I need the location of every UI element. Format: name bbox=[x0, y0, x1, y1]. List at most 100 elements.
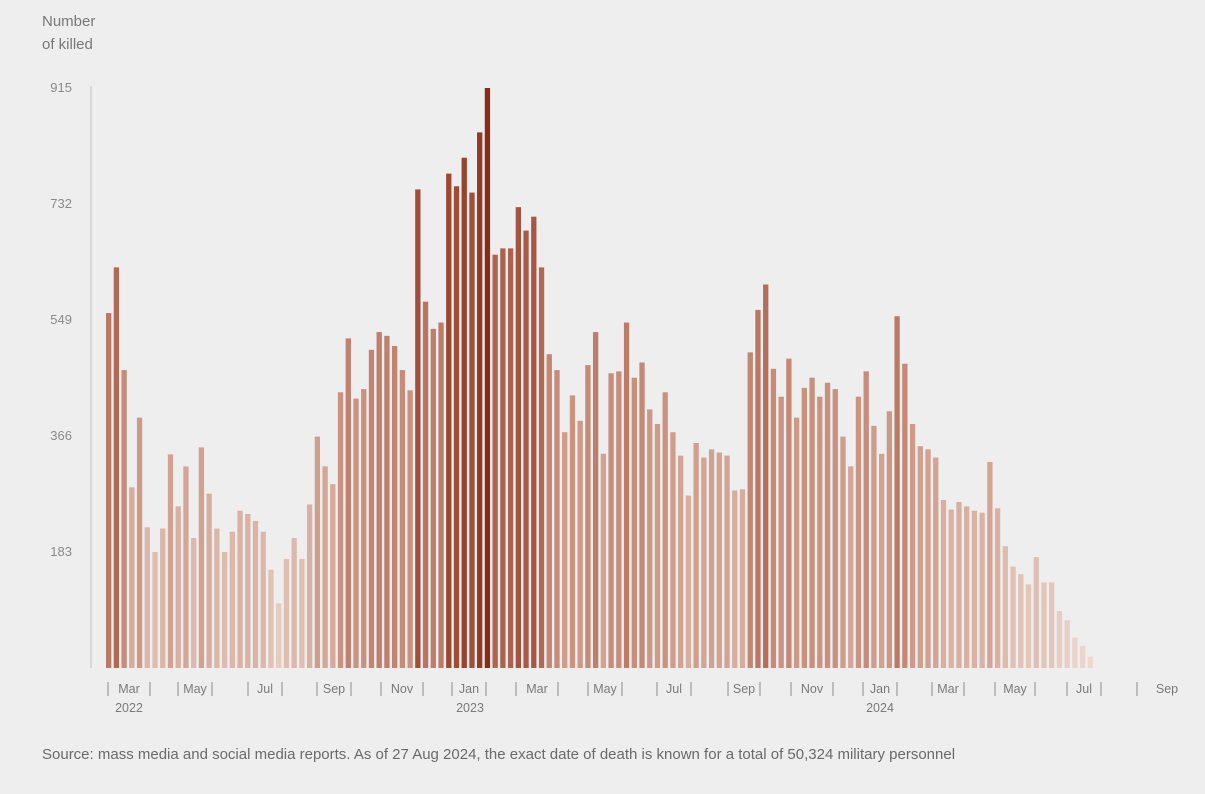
bar bbox=[647, 409, 653, 668]
bar bbox=[1041, 582, 1047, 668]
bar bbox=[484, 88, 491, 668]
bar bbox=[492, 254, 498, 668]
bar bbox=[268, 569, 274, 668]
bar bbox=[1072, 637, 1078, 668]
bar bbox=[832, 389, 838, 668]
bar bbox=[562, 432, 568, 668]
bar bbox=[500, 248, 506, 668]
x-month-label: Nov bbox=[801, 682, 824, 696]
x-month-label: Mar bbox=[118, 682, 140, 696]
bar bbox=[925, 449, 931, 668]
bar bbox=[1049, 582, 1055, 668]
bar bbox=[546, 354, 552, 668]
bar bbox=[585, 365, 591, 668]
bar bbox=[1010, 566, 1016, 668]
bar bbox=[206, 493, 212, 668]
x-month-label: Nov bbox=[391, 682, 414, 696]
bar bbox=[1025, 584, 1032, 668]
bar bbox=[276, 603, 282, 668]
bar bbox=[1079, 645, 1086, 668]
bar bbox=[407, 390, 413, 668]
bar bbox=[306, 504, 313, 668]
bar bbox=[786, 358, 792, 668]
bar bbox=[446, 173, 452, 668]
bar bbox=[252, 520, 259, 668]
bar bbox=[809, 377, 815, 668]
bar bbox=[237, 510, 243, 668]
bar bbox=[507, 248, 514, 668]
bar bbox=[229, 531, 235, 668]
bar bbox=[616, 371, 622, 668]
bar bbox=[971, 510, 978, 668]
bar bbox=[902, 363, 908, 668]
bars bbox=[106, 88, 1094, 669]
x-year-label: 2024 bbox=[866, 701, 894, 715]
bar bbox=[577, 420, 583, 668]
bar bbox=[322, 466, 328, 668]
bar bbox=[299, 558, 305, 668]
bar bbox=[886, 411, 893, 668]
y-axis: 183 366 549 732 915 bbox=[50, 80, 92, 668]
bar bbox=[608, 373, 614, 668]
y-tick-label: 183 bbox=[50, 544, 72, 559]
bar bbox=[739, 489, 746, 668]
bar bbox=[801, 387, 807, 668]
bar bbox=[685, 495, 692, 668]
bar bbox=[415, 189, 421, 669]
bar bbox=[106, 313, 112, 668]
bar bbox=[469, 192, 475, 668]
bar bbox=[554, 370, 560, 668]
bar bbox=[531, 216, 537, 668]
bar bbox=[1002, 546, 1008, 668]
bar bbox=[600, 453, 607, 668]
bar bbox=[422, 301, 429, 668]
bar bbox=[770, 368, 777, 668]
bar bbox=[654, 423, 661, 668]
bar bbox=[245, 513, 251, 668]
bar bbox=[515, 207, 521, 669]
bar bbox=[987, 461, 993, 668]
bar bbox=[662, 392, 668, 668]
bar bbox=[592, 332, 599, 668]
bar bbox=[670, 432, 676, 668]
x-month-label: Jul bbox=[666, 682, 682, 696]
bar bbox=[121, 370, 127, 668]
bar bbox=[979, 512, 985, 668]
bar bbox=[724, 455, 730, 668]
bar bbox=[940, 500, 947, 668]
bar bbox=[708, 449, 715, 668]
bar bbox=[848, 466, 854, 668]
bar bbox=[855, 396, 862, 668]
bar bbox=[461, 157, 467, 669]
bar bbox=[1064, 620, 1070, 668]
bar bbox=[871, 425, 877, 668]
x-month-label: Jan bbox=[459, 682, 479, 696]
bar bbox=[623, 322, 630, 668]
x-month-label: Jul bbox=[1076, 682, 1092, 696]
bar bbox=[701, 457, 707, 668]
bar bbox=[894, 316, 900, 668]
bar bbox=[716, 452, 722, 668]
x-axis: Mar May Jul Sep Nov Jan Mar May Jul Sep Nov Jan Mar M… bbox=[107, 682, 1178, 715]
bar bbox=[639, 362, 645, 668]
bar bbox=[1018, 574, 1024, 668]
x-month-label: May bbox=[593, 682, 617, 696]
bar bbox=[438, 322, 444, 668]
y-tick-label: 366 bbox=[50, 428, 72, 443]
bar bbox=[221, 552, 228, 668]
bar bbox=[376, 332, 382, 668]
bar bbox=[314, 436, 321, 668]
bar bbox=[345, 338, 351, 668]
y-tick-label: 549 bbox=[50, 312, 72, 327]
bar bbox=[817, 396, 823, 668]
bar bbox=[678, 455, 684, 668]
bar bbox=[763, 284, 769, 668]
bar bbox=[368, 349, 375, 668]
bar bbox=[879, 453, 885, 668]
bar bbox=[198, 447, 205, 668]
y-axis-title: Number of killed bbox=[42, 13, 96, 53]
x-month-label: Mar bbox=[937, 682, 959, 696]
bar bbox=[183, 466, 189, 668]
bar bbox=[113, 267, 120, 668]
bar bbox=[933, 457, 939, 668]
